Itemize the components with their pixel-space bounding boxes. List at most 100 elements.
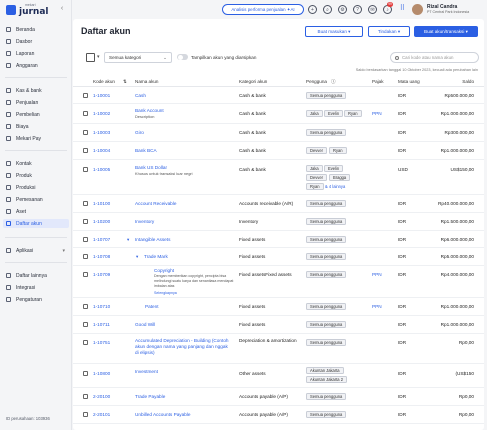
sidebar-item-kas-bank[interactable]: Kas & bank [3,86,69,95]
table-row[interactable]: 1-10800 Investment Other assets Akuntan … [73,364,484,388]
sidebar-item-produksi[interactable]: Produksi [3,183,69,192]
sidebar-item-beranda[interactable]: Beranda [3,25,69,34]
sidebar-item-aset[interactable]: Aset [3,207,69,216]
read-more-link[interactable]: Selengkapnya [154,291,177,295]
table-row[interactable]: 1-10001 Cash Cash & bank Semua pengguna … [73,87,484,104]
search-input[interactable]: Cari kode atau nama akun [390,52,479,63]
sidebar-item-anggaran[interactable]: Anggaran [3,61,69,70]
settings-icon[interactable]: ⚙ [338,5,347,14]
user-chip: Evelin [324,165,344,172]
account-code[interactable]: 1-10005 [93,167,111,172]
table-row[interactable]: 1-10200 Inventory Inventory Semua penggu… [73,213,484,231]
sidebar-item-mekari-pay[interactable]: Mekari Pay [3,134,69,143]
account-code[interactable]: 1-10709 [93,272,111,277]
account-name[interactable]: Bank BCA [135,148,157,153]
sidebar-divider [5,77,67,78]
sidebar-item-pengaturan[interactable]: Pengaturan [3,295,69,304]
collapse-caret-icon[interactable]: ▾ [136,254,139,259]
account-name[interactable]: Copyright [154,268,175,273]
table-row[interactable]: 1-10708 ▾ Trade Mark Fixed assets Semua … [73,248,484,266]
sidebar-item-kontak[interactable]: Kontak [3,159,69,168]
account-code[interactable]: 1-10002 [93,111,111,116]
show-archived-toggle[interactable] [177,54,188,60]
sidebar-item-label: Pengaturan [16,296,42,303]
table-row[interactable]: 1-10004 Bank BCA Cash & bank Devver Ryan… [73,142,484,160]
account-name[interactable]: Cash [135,93,146,98]
sales-performance-button[interactable]: Analisis performa penjualan ✦AI [222,4,304,15]
header-code[interactable]: Kode akun [93,79,115,84]
table-row[interactable]: 1-10100 Account Receivable Accounts rece… [73,195,484,213]
sidebar-item-biaya[interactable]: Biaya [3,122,69,131]
account-code[interactable]: 1-10800 [93,371,111,376]
account-name[interactable]: Patent [145,304,159,309]
account-name[interactable]: Investment [135,369,158,374]
account-name[interactable]: Giro [135,130,144,135]
create-account-button[interactable]: Buat akun/transaksi ▾ [414,26,478,37]
account-code[interactable]: 1-10003 [93,130,111,135]
table-row[interactable]: 1-10005 Bank US Dollar Khusus untuk tran… [73,160,484,195]
collapse-sidebar-icon[interactable]: ‹ [60,5,64,12]
account-name[interactable]: Trade Mark [144,254,168,259]
help-icon[interactable]: ? [353,5,362,14]
account-name[interactable]: Account Receivable [135,201,177,206]
sidebar-item-integrasi[interactable]: Integrasi [3,283,69,292]
sidebar-item-daftar-lainnya[interactable]: Daftar lainnya [3,271,69,280]
account-name[interactable]: Trade Payable [135,394,166,399]
chat-icon[interactable]: ✉ [368,5,377,14]
sidebar-item-laporan[interactable]: Laporan [3,49,69,58]
account-name[interactable]: Intangible Assets [135,237,171,242]
user-chip: Akuntan Jakarta 2 [306,376,347,383]
more-users-link[interactable]: & 4 lainnya [325,184,346,189]
account-tax: PPN [372,272,382,277]
sidebar-item-dasbor[interactable]: Dasbor [3,37,69,46]
account-code[interactable]: 1-10200 [93,219,111,224]
account-name[interactable]: Inventory [135,219,155,224]
account-code[interactable]: 2-20100 [93,394,111,399]
collapse-caret-icon[interactable]: ▾ [127,237,130,242]
account-code[interactable]: 2-20101 [93,412,111,417]
account-name[interactable]: Good Will [135,322,156,327]
account-name[interactable]: Bank US Dollar [135,165,168,170]
account-code[interactable]: 1-10707 [93,237,111,242]
add-icon[interactable]: + [308,5,317,14]
info-icon[interactable]: ⓘ [331,79,336,84]
account-name[interactable]: Unbilled Accounts Payable [135,412,191,417]
actions-button[interactable]: Tindakan ▾ [368,26,410,37]
sidebar-item-pembelian[interactable]: Pembelian [3,110,69,119]
account-code[interactable]: 1-10004 [93,148,111,153]
sidebar-item-pemesanan[interactable]: Pemesanan [3,195,69,204]
header-category[interactable]: Kategori akun [239,79,268,84]
header-name[interactable]: Nama akun [135,79,159,84]
account-code[interactable]: 1-10751 [93,340,111,345]
sidebar-item-aplikasi[interactable]: Aplikasi ▾ [3,246,69,255]
table-row[interactable]: 1-10709 Copyright Dengan memberikan copy… [73,266,484,298]
search-icon[interactable]: ⌕ [323,5,332,14]
column-settings-icon[interactable] [86,53,95,62]
table-row[interactable]: 1-10707 ▾ Intangible Assets Fixed assets… [73,231,484,248]
account-code[interactable]: 1-10100 [93,201,111,206]
app-grid-icon[interactable]: ⠿ [399,5,406,12]
account-name[interactable]: Accumulated Depreciation - Building (Con… [135,338,229,355]
sidebar-item-penjualan[interactable]: Penjualan [3,98,69,107]
table-row[interactable]: 2-20101 Unbilled Accounts Payable Accoun… [73,406,484,424]
account-code[interactable]: 1-10710 [93,304,111,309]
sidebar-item-produk[interactable]: Produk [3,171,69,180]
import-button[interactable]: Buat masukan ▾ [305,26,363,37]
chevron-down-icon[interactable]: ▾ [97,54,100,60]
table-row[interactable]: 1-10003 Giro Cash & bank Semua pengguna … [73,124,484,142]
sidebar-item-daftar-akun[interactable]: Daftar akun [3,219,69,228]
table-row[interactable]: 1-10711 Good Will Fixed assets Semua pen… [73,316,484,334]
table-row[interactable]: 1-10751 Accumulated Depreciation - Build… [73,334,484,364]
category-select[interactable]: Semua kategori ⌄ [104,52,172,63]
table-row[interactable]: 1-10002 Bank Account Description Cash & … [73,104,484,124]
account-category: Cash & bank [239,130,266,135]
account-code[interactable]: 1-10001 [93,93,111,98]
account-code[interactable]: 1-10711 [93,322,110,327]
table-row[interactable]: 1-10710 Patent Fixed assets Semua penggu… [73,298,484,316]
table-row[interactable]: 2-20100 Trade Payable Accounts payable (… [73,388,484,406]
account-name[interactable]: Bank Account [135,108,164,113]
account-code[interactable]: 1-10708 [93,254,111,259]
sort-icon[interactable]: ⇅ [123,79,127,84]
app-logo[interactable]: mekari jurnal [6,3,49,17]
avatar[interactable] [412,4,423,15]
